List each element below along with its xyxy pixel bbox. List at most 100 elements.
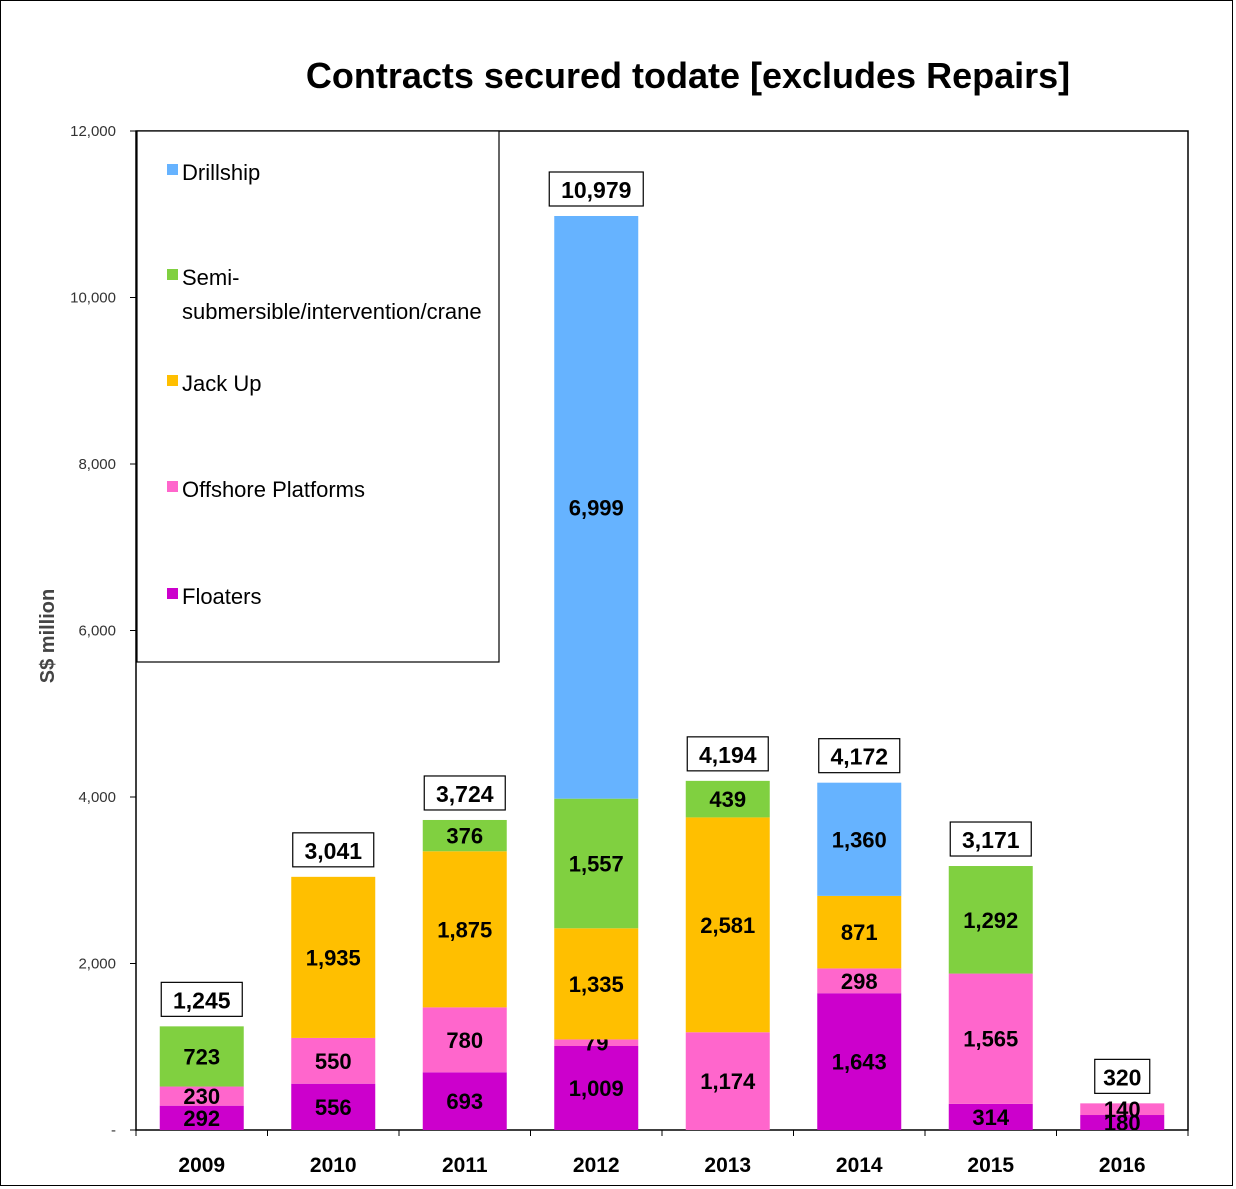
legend-label: Floaters	[182, 584, 261, 609]
segment-value-label: 140	[1104, 1097, 1141, 1122]
y-tick-label: -	[111, 1122, 116, 1139]
bar-segment	[685, 780, 770, 818]
segment-value-label: 1,174	[700, 1069, 756, 1094]
segment-value-label: 230	[183, 1084, 220, 1109]
total-value-label: 4,172	[830, 744, 888, 770]
legend-swatch	[167, 375, 178, 386]
y-axis-title: S$ million	[37, 589, 59, 683]
legend-swatch	[167, 481, 178, 492]
legend-swatch	[167, 269, 178, 280]
legend-swatch	[167, 588, 178, 599]
segment-value-label: 376	[446, 824, 483, 849]
bar-segment	[685, 817, 770, 1033]
bar-segment	[554, 928, 639, 1040]
legend: Drillship Semi-submersible/intervention/c…	[136, 130, 500, 663]
y-tick-label: 12,000	[70, 123, 116, 140]
x-tick-label: 2011	[442, 1154, 488, 1177]
total-value-label: 3,171	[962, 827, 1020, 853]
total-box	[423, 775, 506, 811]
segment-value-label: 2,581	[700, 913, 755, 938]
total-value-label: 320	[1103, 1064, 1141, 1090]
x-tick-label: 2015	[967, 1154, 1014, 1177]
bar-segment	[817, 968, 902, 994]
segment-value-label: 439	[709, 787, 746, 812]
segment-value-label: 1,009	[569, 1076, 624, 1101]
total-value-label: 1,245	[173, 987, 231, 1013]
legend-label: Offshore Platforms	[182, 477, 365, 502]
bar-segment	[422, 851, 507, 1008]
segment-value-label: 693	[446, 1089, 483, 1114]
segment-value-label: 556	[315, 1095, 352, 1120]
legend-label: Drillship	[182, 160, 260, 185]
bar-segment	[817, 895, 902, 969]
legend-swatch	[167, 164, 178, 175]
legend-box	[136, 130, 500, 663]
total-box	[1094, 1058, 1151, 1094]
bar-segment	[948, 1103, 1033, 1130]
bar-segment	[948, 973, 1033, 1104]
bar-segment	[422, 819, 507, 852]
bar-segment	[159, 1105, 244, 1130]
legend-label-line2: submersible/intervention/crane	[182, 299, 482, 324]
segment-value-label: 6,999	[569, 495, 624, 520]
total-box	[949, 821, 1032, 857]
bar-segment	[685, 1032, 770, 1130]
legend-label: Semi-	[182, 265, 239, 290]
segment-value-label: 1,360	[832, 827, 887, 852]
segment-value-label: 550	[315, 1049, 352, 1074]
bar-segment	[422, 1007, 507, 1073]
bar-segment	[817, 993, 902, 1130]
total-box	[818, 738, 901, 774]
chart-title: Contracts secured todate [excludes Repai…	[306, 55, 1070, 96]
bar-segment	[554, 1046, 639, 1130]
segment-value-label: 1,875	[437, 917, 492, 942]
bar-segment	[291, 1037, 376, 1084]
x-tick-label: 2013	[704, 1154, 751, 1177]
total-value-label: 3,724	[436, 781, 494, 807]
bar-segment	[159, 1026, 244, 1087]
segment-value-label: 871	[841, 920, 878, 945]
bar-segment	[948, 866, 1033, 974]
total-box	[160, 981, 243, 1017]
bar-segment	[159, 1086, 244, 1106]
segment-value-label: 1,643	[832, 1050, 887, 1075]
y-tick-label: 10,000	[70, 290, 116, 307]
total-box	[686, 736, 769, 772]
y-tick-label: 4,000	[78, 789, 116, 806]
y-tick-label: 8,000	[78, 456, 116, 473]
x-tick-label: 2009	[178, 1154, 225, 1177]
bar-segment	[1080, 1103, 1165, 1116]
bar-segment	[554, 798, 639, 929]
legend-label: Jack Up	[182, 371, 261, 396]
y-tick-label: 2,000	[78, 956, 116, 973]
segment-value-label: 292	[183, 1106, 220, 1131]
bar-segment	[554, 1039, 639, 1047]
segment-value-label: 1,335	[569, 972, 624, 997]
total-value-label: 4,194	[699, 742, 757, 768]
total-value-label: 3,041	[304, 838, 362, 864]
total-value-label: 10,979	[561, 177, 631, 203]
x-tick-label: 2010	[310, 1154, 357, 1177]
x-tick-label: 2014	[836, 1154, 883, 1177]
segment-value-label: 1,557	[569, 851, 624, 876]
total-box	[548, 171, 644, 207]
segment-value-label: 1,565	[963, 1027, 1018, 1052]
segment-value-label: 1,292	[963, 908, 1018, 933]
segment-value-label: 780	[446, 1028, 483, 1053]
y-tick-label: 6,000	[78, 623, 116, 640]
x-tick-label: 2016	[1099, 1154, 1146, 1177]
segment-value-label: 314	[972, 1105, 1009, 1130]
bar-segment	[817, 782, 902, 896]
bar-segment	[291, 1083, 376, 1130]
segment-value-label: 723	[183, 1044, 220, 1069]
bar-segment	[1080, 1115, 1165, 1130]
segment-value-label: 298	[841, 969, 878, 994]
bar-segment	[422, 1072, 507, 1130]
bar-segment	[291, 876, 376, 1038]
x-tick-label: 2012	[573, 1154, 620, 1177]
segment-value-label: 1,935	[306, 945, 361, 970]
bar-segment	[554, 215, 639, 799]
